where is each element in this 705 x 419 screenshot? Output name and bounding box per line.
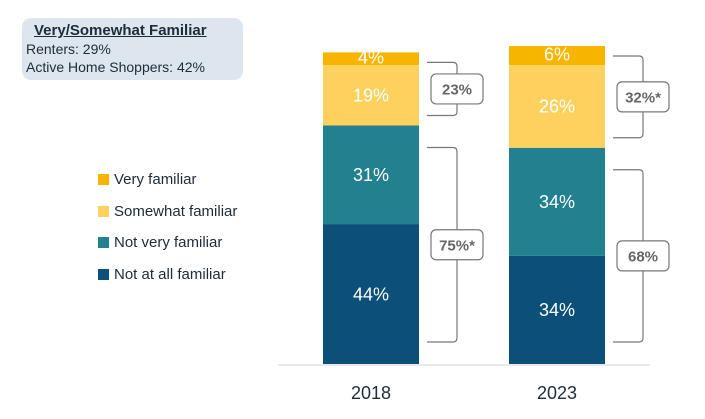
data-label-not-at-all-familiar-2018: 44%	[353, 284, 389, 304]
bar-segment-not-at-all-familiar-2023	[509, 255, 605, 364]
legend-swatch-not-at-all-familiar	[98, 268, 109, 280]
bracket-box-bottom-2023	[616, 240, 670, 272]
legend-item-not-at-all-familiar: Not at all familiar	[98, 259, 237, 291]
callout-line-active-home-shoppers: Active Home Shoppers: 42%	[26, 59, 205, 75]
legend-swatch-very-familiar	[98, 174, 109, 186]
data-label-not-very-familiar-2018: 31%	[353, 165, 389, 185]
callout-line-renters: Renters: 29%	[26, 41, 111, 57]
summary-callout: Very/Somewhat Familiar Renters: 29% Acti…	[22, 18, 243, 80]
data-label-very-familiar-2023: 6%	[544, 45, 570, 65]
bar-segment-not-very-familiar-2018	[323, 125, 419, 225]
data-label-somewhat-familiar-2023: 26%	[539, 97, 575, 117]
bar-segment-not-very-familiar-2023	[509, 147, 605, 256]
x-tick-label-2023: 2023	[537, 383, 577, 403]
legend-label-very-familiar: Very familiar	[114, 171, 197, 189]
bar-segment-very-familiar-2018	[323, 52, 419, 66]
bracket-label-bottom-2018: 75%*	[439, 237, 475, 254]
bar-segment-somewhat-familiar-2018	[323, 65, 419, 126]
legend-swatch-somewhat-familiar	[98, 205, 109, 217]
legend-swatch-not-very-familiar	[98, 237, 109, 249]
bar-segment-somewhat-familiar-2023	[509, 65, 605, 148]
bar-segment-not-at-all-familiar-2018	[323, 224, 419, 364]
bracket-box-top-2018	[430, 73, 484, 105]
bracket-box-top-2023	[616, 81, 670, 113]
legend-label-not-very-familiar: Not very familiar	[114, 234, 223, 252]
legend-item-very-familiar: Very familiar	[98, 164, 237, 196]
bracket-label-top-2023: 32%*	[625, 89, 661, 106]
bracket-label-bottom-2023: 68%	[628, 248, 658, 265]
legend-item-somewhat-familiar: Somewhat familiar	[98, 196, 237, 228]
x-tick-label-2018: 2018	[351, 383, 391, 403]
data-label-somewhat-familiar-2018: 19%	[353, 86, 389, 106]
legend-label-somewhat-familiar: Somewhat familiar	[114, 202, 238, 220]
bar-segment-very-familiar-2023	[509, 46, 605, 66]
data-label-very-familiar-2018: 4%	[358, 48, 384, 68]
legend-label-not-at-all-familiar: Not at all familiar	[114, 265, 226, 283]
bracket-box-bottom-2018	[430, 229, 484, 261]
bracket-label-top-2018: 23%	[442, 81, 472, 98]
data-label-not-at-all-familiar-2023: 34%	[539, 300, 575, 320]
callout-title: Very/Somewhat Familiar	[34, 22, 207, 39]
legend-item-not-very-familiar: Not very familiar	[98, 227, 237, 259]
chart-legend: Very familiar Somewhat familiar Not very…	[98, 164, 237, 290]
data-label-not-very-familiar-2023: 34%	[539, 192, 575, 212]
